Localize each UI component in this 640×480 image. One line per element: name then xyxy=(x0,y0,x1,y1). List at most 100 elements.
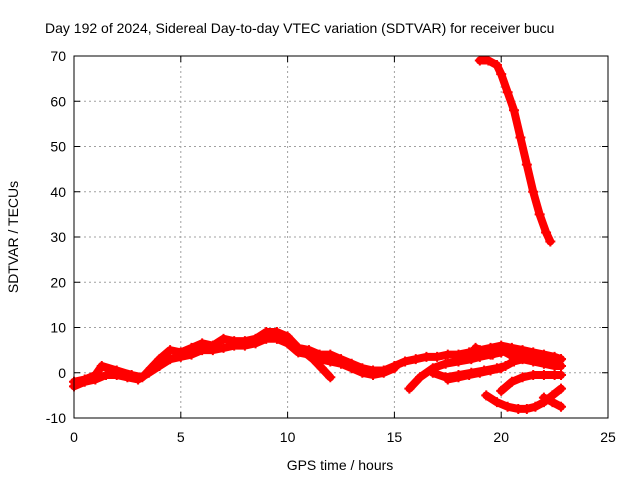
x-axis-ticks: 0 5 10 15 20 25 xyxy=(70,56,616,445)
data-point xyxy=(368,370,379,381)
data-point xyxy=(521,403,532,414)
data-point xyxy=(299,347,310,358)
data-point xyxy=(521,159,532,170)
data-point xyxy=(207,345,218,356)
data-point xyxy=(261,333,272,344)
data-point xyxy=(538,370,549,381)
data-point xyxy=(410,354,421,365)
data-point xyxy=(496,363,507,374)
data-point xyxy=(442,349,453,360)
data-point xyxy=(541,227,552,238)
data-point xyxy=(165,354,176,365)
x-tick-label: 0 xyxy=(70,429,78,445)
data-point xyxy=(530,401,541,412)
y-tick-label: 0 xyxy=(58,365,66,381)
series-line xyxy=(300,348,335,382)
data-point xyxy=(534,209,545,220)
data-point xyxy=(415,372,426,383)
data-point xyxy=(404,383,415,394)
data-point xyxy=(154,360,165,371)
data-point xyxy=(250,338,261,349)
data-point xyxy=(218,333,229,344)
data-point xyxy=(513,403,524,414)
data-point xyxy=(325,372,336,383)
data-point xyxy=(453,356,464,367)
data-point xyxy=(400,356,411,367)
series-band-lower xyxy=(69,333,400,392)
series-bump-18 xyxy=(470,342,567,365)
data-point xyxy=(453,372,464,383)
data-point xyxy=(421,351,432,362)
data-point xyxy=(143,367,154,378)
series-dip-11 xyxy=(299,347,336,383)
data-point xyxy=(308,354,319,365)
chart-title: Day 192 of 2024, Sidereal Day-to-day VTE… xyxy=(45,20,554,36)
data-point xyxy=(325,356,336,367)
data-point xyxy=(491,397,502,408)
x-tick-label: 20 xyxy=(493,429,509,445)
data-point xyxy=(502,87,513,98)
data-point xyxy=(186,349,197,360)
y-axis-ticks: -10 0 10 20 30 40 50 60 70 xyxy=(46,48,608,426)
data-point xyxy=(496,69,507,80)
data-point xyxy=(502,401,513,412)
data-point xyxy=(282,338,293,349)
data-point xyxy=(316,363,327,374)
data-point xyxy=(239,340,250,351)
data-point xyxy=(175,351,186,362)
data-point xyxy=(218,342,229,353)
data-point xyxy=(547,397,558,408)
data-point xyxy=(528,370,539,381)
data-point xyxy=(470,342,481,353)
data-point xyxy=(538,351,549,362)
x-tick-label: 15 xyxy=(387,429,403,445)
data-point xyxy=(521,347,532,358)
y-tick-label: 20 xyxy=(50,274,66,290)
data-point xyxy=(491,60,502,71)
data-point xyxy=(504,349,515,360)
data-point xyxy=(556,370,567,381)
data-point xyxy=(229,340,240,351)
data-point xyxy=(389,363,400,374)
data-point xyxy=(506,376,517,387)
series-low-18 xyxy=(442,363,507,385)
y-tick-label: 40 xyxy=(50,184,66,200)
series-line xyxy=(497,371,565,395)
data-point xyxy=(442,374,453,385)
series-layer xyxy=(69,55,567,414)
series-steep-descent xyxy=(474,55,556,247)
y-tick-label: 30 xyxy=(50,229,66,245)
x-tick-label: 25 xyxy=(600,429,616,445)
data-point xyxy=(496,385,507,396)
data-point xyxy=(466,354,477,365)
data-point xyxy=(165,345,176,356)
data-point xyxy=(474,55,485,66)
data-point xyxy=(96,360,107,371)
data-point xyxy=(197,345,208,356)
data-point xyxy=(90,374,101,385)
y-tick-label: 70 xyxy=(50,48,66,64)
data-point xyxy=(122,372,133,383)
data-point xyxy=(487,349,498,360)
x-axis-label: GPS time / hours xyxy=(287,457,394,473)
data-point xyxy=(496,345,507,356)
data-point xyxy=(432,351,443,362)
data-point xyxy=(513,351,524,362)
data-point xyxy=(346,363,357,374)
data-point xyxy=(481,390,492,401)
data-point xyxy=(378,367,389,378)
data-point xyxy=(483,55,494,66)
data-point xyxy=(530,349,541,360)
grid xyxy=(74,56,608,418)
data-point xyxy=(479,347,490,358)
data-point xyxy=(271,333,282,344)
data-point xyxy=(474,367,485,378)
y-axis-label: SDTVAR / TECUs xyxy=(5,181,21,293)
y-tick-label: 50 xyxy=(50,139,66,155)
data-point xyxy=(517,372,528,383)
data-point xyxy=(545,236,556,247)
data-point xyxy=(556,383,567,394)
data-point xyxy=(538,392,549,403)
data-point xyxy=(101,370,112,381)
